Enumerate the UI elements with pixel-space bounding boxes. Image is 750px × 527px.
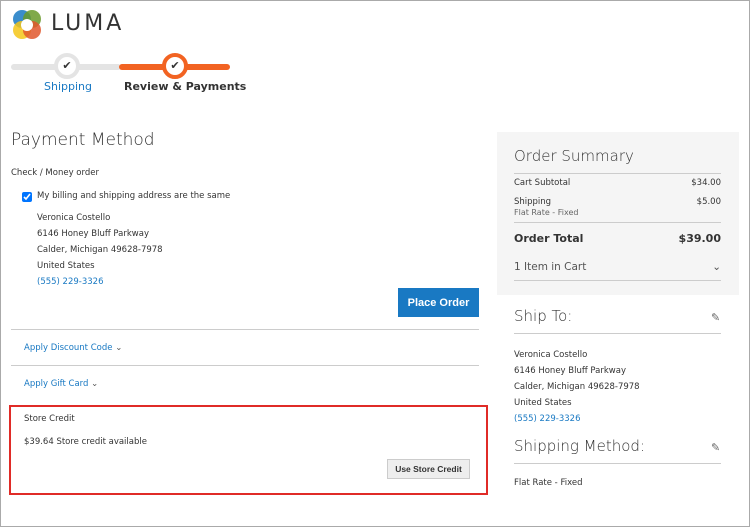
chevron-down-icon: ⌄ bbox=[115, 343, 123, 353]
address-line: Calder, Michigan 49628-7978 bbox=[37, 245, 163, 255]
use-store-credit-button[interactable]: Use Store Credit bbox=[387, 459, 470, 479]
chevron-down-icon: ⌄ bbox=[712, 261, 721, 273]
shipping-method-value: Flat Rate - Fixed bbox=[514, 478, 583, 488]
page-title: Payment Method bbox=[11, 130, 155, 150]
store-credit-available: $39.64 Store credit available bbox=[24, 437, 147, 447]
step-review: Review & Payments bbox=[124, 80, 247, 93]
address-line: Veronica Costello bbox=[514, 350, 588, 360]
divider bbox=[11, 365, 479, 366]
edit-pencil-icon[interactable]: ✎ bbox=[711, 441, 721, 454]
check-icon: ✔ bbox=[54, 53, 80, 79]
order-total-label: Order Total bbox=[514, 232, 584, 245]
shipping-method-note: Flat Rate - Fixed bbox=[514, 208, 579, 217]
shipping-value: $5.00 bbox=[696, 197, 721, 207]
divider bbox=[514, 333, 721, 334]
divider bbox=[514, 222, 721, 223]
shipping-label: Shipping bbox=[514, 197, 552, 207]
ship-to-address: Veronica Costello 6146 Honey Bluff Parkwa… bbox=[514, 347, 640, 427]
check-icon: ✔ bbox=[162, 53, 188, 79]
divider bbox=[11, 329, 479, 330]
address-line: 6146 Honey Bluff Parkway bbox=[37, 229, 149, 239]
divider bbox=[514, 463, 721, 464]
address-line: Veronica Costello bbox=[37, 213, 111, 223]
order-summary-panel bbox=[497, 132, 739, 295]
same-address-label[interactable]: My billing and shipping address are the … bbox=[37, 191, 231, 201]
address-line: 6146 Honey Bluff Parkway bbox=[514, 366, 626, 376]
chevron-down-icon: ⌄ bbox=[91, 379, 99, 389]
store-credit-title: Store Credit bbox=[24, 414, 75, 424]
edit-pencil-icon[interactable]: ✎ bbox=[711, 311, 721, 324]
order-summary-title: Order Summary bbox=[514, 147, 634, 165]
subtotal-label: Cart Subtotal bbox=[514, 178, 571, 188]
store-credit-highlight bbox=[9, 405, 488, 495]
payment-method-label: Check / Money order bbox=[11, 168, 99, 178]
address-line: United States bbox=[514, 398, 572, 408]
ship-to-title: Ship To: bbox=[514, 307, 573, 325]
phone-link[interactable]: (555) 229-3326 bbox=[514, 414, 581, 424]
subtotal-value: $34.00 bbox=[691, 178, 721, 188]
address-line: United States bbox=[37, 261, 95, 271]
gift-card-label: Apply Gift Card bbox=[24, 379, 89, 389]
brand-name: LUMA bbox=[51, 11, 125, 36]
divider bbox=[514, 173, 721, 174]
discount-label: Apply Discount Code bbox=[24, 343, 113, 353]
billing-address: Veronica Costello 6146 Honey Bluff Parkwa… bbox=[37, 210, 163, 290]
luma-logo-icon bbox=[13, 10, 41, 39]
order-total-value: $39.00 bbox=[678, 232, 721, 245]
address-line: Calder, Michigan 49628-7978 bbox=[514, 382, 640, 392]
apply-gift-card-toggle[interactable]: Apply Gift Card ⌄ bbox=[24, 379, 98, 389]
apply-discount-toggle[interactable]: Apply Discount Code ⌄ bbox=[24, 343, 122, 353]
shipping-method-title: Shipping Method: bbox=[514, 437, 645, 455]
items-in-cart-toggle[interactable]: 1 Item in Cart ⌄ bbox=[514, 261, 721, 273]
phone-link[interactable]: (555) 229-3326 bbox=[37, 277, 104, 287]
divider bbox=[514, 280, 721, 281]
items-label: 1 Item in Cart bbox=[514, 261, 587, 273]
step-shipping[interactable]: Shipping bbox=[44, 80, 92, 93]
place-order-button[interactable]: Place Order bbox=[398, 288, 479, 317]
same-address-checkbox[interactable] bbox=[22, 192, 32, 202]
